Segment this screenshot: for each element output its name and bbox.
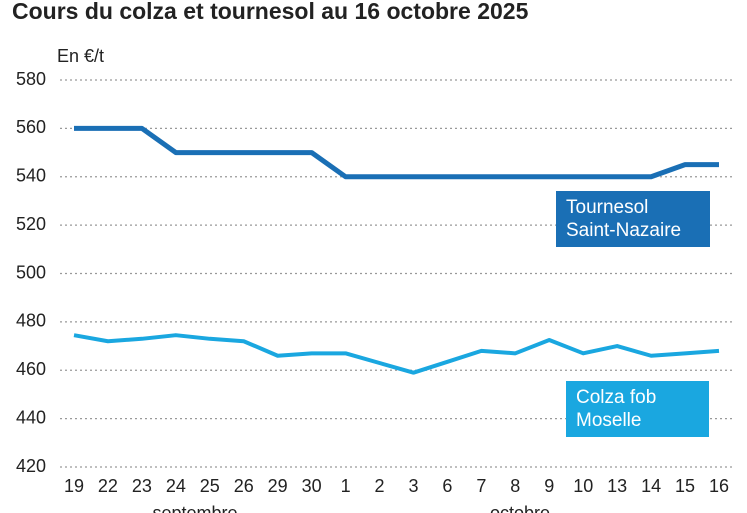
- x-tick-label: 26: [234, 476, 254, 496]
- x-tick-label: 24: [166, 476, 186, 496]
- series-line: [73, 333, 720, 375]
- legend-label: Colza fob Moselle: [566, 381, 709, 437]
- y-tick-label: 560: [16, 117, 46, 137]
- y-tick-label: 520: [16, 214, 46, 234]
- series-line: [74, 125, 719, 180]
- x-tick-label: 13: [607, 476, 627, 496]
- chart-title: Cours du colza et tournesol au 16 octobr…: [12, 0, 529, 24]
- x-tick-label: 22: [98, 476, 118, 496]
- x-tick-label: 1: [341, 476, 351, 496]
- x-tick-label: 30: [302, 476, 322, 496]
- x-tick-label: 29: [268, 476, 288, 496]
- x-tick-label: 3: [408, 476, 418, 496]
- legend-label: Tournesol Saint-Nazaire: [556, 191, 710, 247]
- y-tick-label: 420: [16, 456, 46, 476]
- x-tick-label: 2: [375, 476, 385, 496]
- x-tick-label: 19: [64, 476, 84, 496]
- y-tick-label: 480: [16, 311, 46, 331]
- x-tick-label: 25: [200, 476, 220, 496]
- month-label: septembre: [152, 503, 237, 513]
- x-tick-label: 14: [641, 476, 661, 496]
- x-tick-label: 23: [132, 476, 152, 496]
- y-axis-label: En €/t: [57, 46, 104, 66]
- y-tick-label: 460: [16, 359, 46, 379]
- x-tick-label: 9: [544, 476, 554, 496]
- y-tick-label: 500: [16, 262, 46, 282]
- y-tick-label: 540: [16, 166, 46, 186]
- x-tick-label: 15: [675, 476, 695, 496]
- x-tick-label: 10: [573, 476, 593, 496]
- x-tick-label: 8: [510, 476, 520, 496]
- month-label: octobre: [490, 503, 550, 513]
- x-tick-label: 7: [476, 476, 486, 496]
- x-tick-label: 6: [442, 476, 452, 496]
- y-tick-label: 580: [16, 69, 46, 89]
- x-tick-label: 16: [709, 476, 729, 496]
- y-tick-label: 440: [16, 407, 46, 427]
